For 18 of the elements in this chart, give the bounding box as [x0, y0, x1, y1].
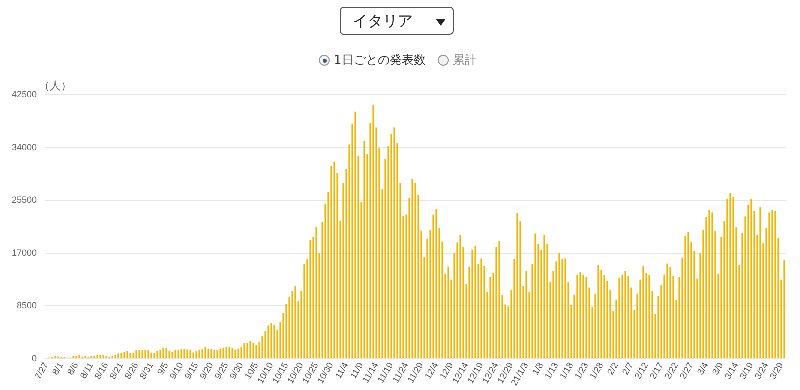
text: 1日ごとの発表数 [334, 53, 426, 67]
x-tick-label: 8/1 [50, 360, 66, 377]
y-tick-label: 34000 [12, 142, 38, 152]
text: 累計 [452, 53, 477, 67]
x-tick-label: 2/2 [605, 360, 620, 377]
chart-title: イタリア [353, 12, 413, 30]
x-tick-label: 8/6 [65, 360, 80, 377]
y-axis-title: （人） [39, 79, 72, 92]
x-tick-label: 3/4 [695, 360, 710, 377]
x-tick-label: 9/5 [155, 360, 170, 377]
y-tick-label: 8500 [16, 300, 38, 311]
x-tick-label: 1/8 [530, 360, 546, 377]
x-tick-label: 2/7 [620, 360, 636, 377]
y-tick-label: 25500 [12, 195, 38, 206]
y-tick-label: 17000 [12, 248, 38, 258]
y-tick-label: 42500 [12, 89, 38, 100]
y-tick-label: 0 [32, 353, 38, 364]
x-tick-label: 3/9 [710, 360, 726, 377]
